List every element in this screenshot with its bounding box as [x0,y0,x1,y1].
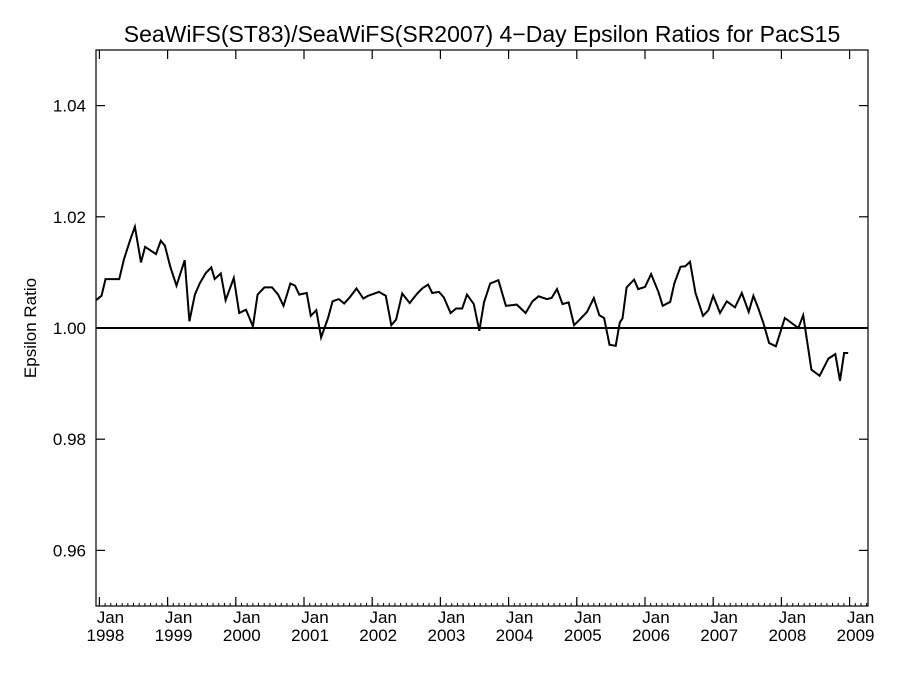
x-tick-year-label: 2009 [837,626,875,645]
y-tick-label: 1.04 [53,97,86,116]
axes: 0.960.981.001.021.04Jan1998Jan1999Jan200… [53,50,875,645]
x-tick-year-label: 2002 [359,626,397,645]
x-tick-year-label: 1998 [86,626,124,645]
x-tick-month-label: Jan [847,608,874,627]
x-tick-month-label: Jan [369,608,396,627]
x-tick-month-label: Jan [779,608,806,627]
x-tick-year-label: 2001 [291,626,329,645]
x-tick-year-label: 1999 [155,626,193,645]
x-tick-year-label: 2006 [632,626,670,645]
y-tick-label: 1.02 [53,208,86,227]
x-tick-month-label: Jan [506,608,533,627]
y-tick-label: 0.98 [53,430,86,449]
x-tick-month-label: Jan [710,608,737,627]
x-tick-month-label: Jan [97,608,124,627]
x-tick-year-label: 2003 [427,626,465,645]
chart-title: SeaWiFS(ST83)/SeaWiFS(SR2007) 4−Day Epsi… [124,21,840,47]
x-tick-month-label: Jan [233,608,260,627]
x-tick-month-label: Jan [165,608,192,627]
x-tick-year-label: 2008 [768,626,806,645]
x-tick-month-label: Jan [301,608,328,627]
epsilon-ratio-series-line [95,222,849,381]
x-tick-year-label: 2007 [700,626,738,645]
x-tick-month-label: Jan [438,608,465,627]
x-tick-month-label: Jan [642,608,669,627]
x-tick-month-label: Jan [574,608,601,627]
series-group [95,222,849,381]
x-tick-year-label: 2004 [496,626,534,645]
x-tick-year-label: 2005 [564,626,602,645]
y-axis-label: Epsilon Ratio [21,278,40,378]
x-tick-year-label: 2000 [223,626,261,645]
y-tick-label: 1.00 [53,319,86,338]
y-tick-label: 0.96 [53,541,86,560]
